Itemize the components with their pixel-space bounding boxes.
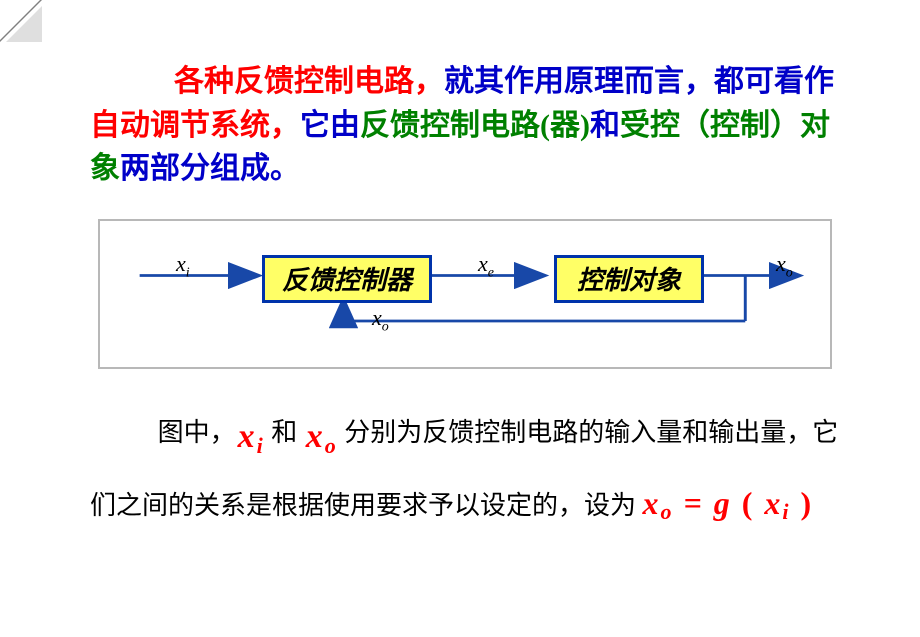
signal-xo-feedback: xo <box>372 305 389 335</box>
var-xi: xi <box>236 418 265 455</box>
f-lhs: x <box>643 485 661 521</box>
box-feedback-controller: 反馈控制器 <box>262 255 432 303</box>
signal-xe-sub: e <box>488 265 494 280</box>
var-xo-sub: o <box>323 433 336 458</box>
signal-xe-var: x <box>478 251 488 276</box>
f-lp: ( <box>732 485 765 521</box>
box-control-object: 控制对象 <box>554 255 704 303</box>
p1-seg3: 自动调节系统， <box>90 109 300 142</box>
block-diagram-frame: 反馈控制器 控制对象 xi xe xo xo <box>98 219 832 369</box>
f-arg-sub: i <box>782 499 790 524</box>
block-diagram: 反馈控制器 控制对象 xi xe xo xo <box>122 241 808 341</box>
p1-seg2: 就其作用原理而言，都可看作 <box>444 65 834 98</box>
var-xi-sub: i <box>255 433 263 458</box>
p2-t2: 和 <box>265 418 304 447</box>
f-rp: ) <box>791 485 814 521</box>
var-xi-x: x <box>238 418 255 455</box>
f-eq: = <box>674 485 714 521</box>
signal-xe: xe <box>478 251 494 281</box>
signal-xo-out-sub: o <box>786 265 793 280</box>
var-xo: xo <box>304 418 338 455</box>
diagram-arrows <box>122 241 808 341</box>
signal-xi: xi <box>176 251 190 281</box>
signal-xi-sub: i <box>186 265 190 280</box>
signal-xi-var: x <box>176 251 186 276</box>
paragraph-1: 各种反馈控制电路，就其作用原理而言，都可看作自动调节系统，它由反馈控制电路(器)… <box>90 60 840 191</box>
f-g: g <box>714 485 732 521</box>
p1-seg8: 两部分组成。 <box>120 152 300 185</box>
slide-content: 各种反馈控制电路，就其作用原理而言，都可看作自动调节系统，它由反馈控制电路(器)… <box>0 0 920 535</box>
signal-xo-out-var: x <box>776 251 786 276</box>
p1-seg6: 和 <box>590 109 620 142</box>
var-xo-x: x <box>306 418 323 455</box>
page-fold-light <box>0 0 40 40</box>
signal-xo-fb-var: x <box>372 305 382 330</box>
f-lhs-sub: o <box>661 499 674 524</box>
paragraph-2: 图中，xi 和 xo 分别为反馈控制电路的输入量和输出量，它们之间的关系是根据使… <box>90 403 840 535</box>
formula: xo = g ( xi ) <box>643 485 814 521</box>
p2-t1: 图中， <box>158 418 236 447</box>
signal-xo-out: xo <box>776 251 793 281</box>
p1-seg1: 各种反馈控制电路， <box>174 65 444 98</box>
p1-seg5: 反馈控制电路(器) <box>360 109 590 142</box>
signal-xo-fb-sub: o <box>382 319 389 334</box>
f-arg: x <box>764 485 782 521</box>
p1-seg4: 它由 <box>300 109 360 142</box>
